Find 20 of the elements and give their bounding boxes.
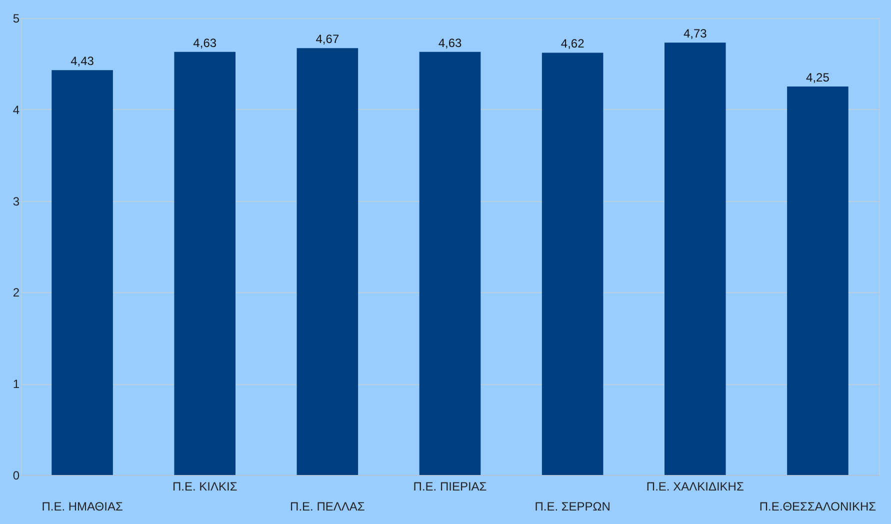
data-label: 4,43 bbox=[70, 54, 94, 68]
x-tick-label: Π.Ε. ΠΙΕΡΙΑΣ bbox=[413, 480, 487, 494]
y-tick-label: 5 bbox=[12, 12, 20, 26]
x-tick-label: Π.Ε.ΘΕΣΣΑΛΟΝΙΚΗΣ bbox=[759, 500, 876, 514]
x-tick-label: Π.Ε. ΚΙΛΚΙΣ bbox=[172, 480, 238, 494]
data-label: 4,63 bbox=[193, 36, 217, 50]
data-label: 4,73 bbox=[683, 26, 708, 41]
x-tick-label: Π.Ε. ΠΕΛΛΑΣ bbox=[290, 500, 365, 514]
y-tick-label: 4 bbox=[12, 102, 20, 117]
y-tick-label: 2 bbox=[12, 286, 20, 300]
x-tick-label: Π.Ε. ΣΕΡΡΩΝ bbox=[534, 500, 610, 514]
y-tick-label: 1 bbox=[12, 377, 20, 392]
y-tick-label: 3 bbox=[12, 194, 20, 208]
x-tick-label: Π.Ε. ΧΑΛΚΙΔΙΚΗΣ bbox=[646, 480, 744, 494]
x-tick-label: Π.Ε. ΗΜΑΘΙΑΣ bbox=[42, 500, 123, 514]
data-label: 4,25 bbox=[806, 70, 830, 85]
data-label: 4,67 bbox=[316, 32, 340, 46]
y-tick-label: 0 bbox=[12, 468, 20, 482]
data-label: 4,62 bbox=[560, 36, 585, 51]
data-label: 4,63 bbox=[438, 36, 462, 50]
